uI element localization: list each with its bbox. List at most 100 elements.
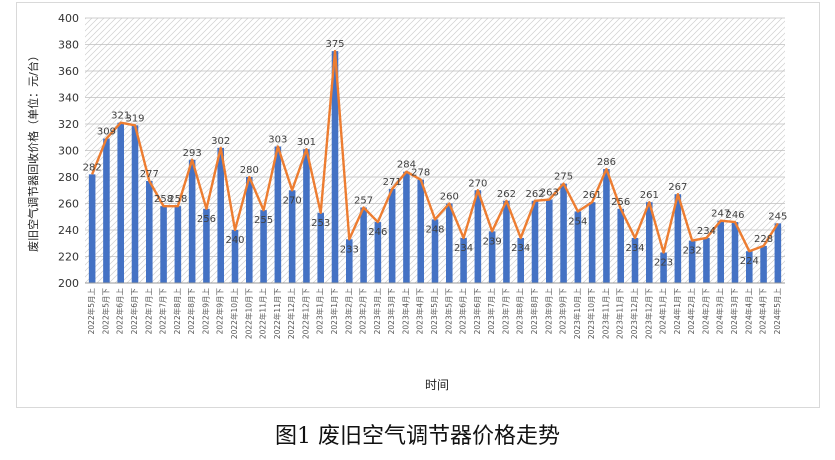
y-axis-ticks: 200 220 240 260 280 300 320 340 360 380 400: [58, 12, 79, 290]
bar: [88, 174, 96, 283]
data-label: 232: [683, 246, 702, 257]
x-tick-label: 2023年6月下: [472, 288, 482, 335]
data-label: 278: [411, 168, 430, 179]
data-label: 234: [697, 226, 716, 237]
bar: [617, 208, 624, 283]
y-tick-label: 260: [58, 198, 79, 211]
x-tick-label: 2024年4月上: [743, 288, 753, 335]
x-axis-ticks: 2022年5月上 2022年5月下 2022年6月上 2022年6月下 2022年7月上…: [85, 282, 785, 340]
data-label: 262: [497, 189, 516, 200]
bar: [346, 239, 353, 283]
data-label: 270: [283, 195, 302, 206]
data-label: 271: [383, 177, 402, 188]
data-label: 256: [197, 214, 216, 225]
data-label: 262: [525, 189, 544, 200]
bar: [746, 251, 753, 283]
x-tick-label: 2023年12月下: [643, 288, 653, 340]
bar: [488, 231, 496, 283]
x-tick-label: 2024年3月下: [729, 288, 739, 335]
figure-caption: 图1 废旧空气调节器价格走势: [275, 424, 560, 449]
bar: [388, 188, 396, 283]
x-tick-label: 2022年9月下: [215, 288, 225, 335]
data-label: 321: [111, 111, 130, 122]
y-tick-label: 340: [58, 92, 79, 105]
x-tick-label: 2023年1月下: [329, 288, 339, 335]
chart-frame: 200 220 240 260 280 300 320 340 360 380 400 282 309…: [16, 2, 820, 408]
y-tick-label: 280: [58, 171, 79, 184]
data-label: 284: [397, 160, 416, 171]
data-label: 223: [654, 258, 673, 269]
bar: [260, 210, 267, 283]
x-tick-label: 2023年10月上: [572, 288, 582, 340]
bar: [517, 237, 524, 283]
bar: [146, 180, 153, 283]
x-tick-label: 2023年7月下: [500, 288, 510, 335]
data-label: 293: [183, 148, 202, 159]
data-label: 248: [425, 224, 444, 235]
data-label: 302: [211, 136, 230, 147]
data-label: 270: [468, 178, 487, 189]
data-label: 228: [754, 234, 773, 245]
data-label: 257: [354, 195, 373, 206]
bar: [374, 222, 382, 283]
bar: [760, 245, 767, 283]
bar: [174, 206, 182, 283]
bar: [688, 240, 696, 283]
x-tick-label: 2023年5月下: [443, 288, 453, 335]
data-label: 253: [311, 218, 330, 229]
bar: [231, 230, 239, 283]
bar: [360, 207, 367, 283]
x-tick-label: 2022年6月上: [115, 288, 125, 335]
x-tick-label: 2023年8月上: [515, 288, 525, 335]
x-tick-label: 2022年8月上: [172, 288, 182, 335]
data-label: 319: [125, 113, 144, 124]
price-line: [91, 49, 779, 254]
data-label: 254: [568, 216, 587, 227]
bar: [546, 199, 553, 283]
data-label: 246: [368, 227, 387, 238]
x-axis-title: 时间: [425, 378, 449, 392]
x-tick-label: 2023年2月上: [343, 288, 353, 335]
bar: [203, 208, 210, 283]
data-label: 256: [611, 197, 630, 208]
y-tick-label: 400: [58, 12, 79, 25]
x-tick-label: 2022年11月上: [258, 288, 268, 340]
x-tick-label: 2022年10月下: [243, 288, 253, 340]
bar: [574, 211, 582, 283]
x-tick-label: 2023年6月上: [458, 288, 468, 335]
data-label: 261: [583, 190, 602, 201]
price-chart: 200 220 240 260 280 300 320 340 360 380 400 282 309…: [26, 12, 788, 392]
bar: [160, 206, 167, 283]
data-label: 240: [225, 235, 244, 246]
bar: [531, 200, 539, 283]
bar: [331, 51, 339, 283]
x-tick-label: 2023年4月上: [400, 288, 410, 335]
x-tick-label: 2024年3月上: [715, 288, 725, 335]
x-tick-label: 2023年3月上: [372, 288, 382, 335]
x-tick-label: 2023年7月上: [486, 288, 496, 335]
x-tick-label: 2024年5月上: [772, 288, 782, 335]
bar: [703, 237, 710, 283]
data-label: 234: [511, 243, 530, 254]
x-tick-label: 2022年6月下: [129, 288, 139, 335]
y-tick-label: 300: [58, 145, 79, 158]
bar: [274, 146, 282, 283]
bar: [560, 183, 567, 283]
data-label: 303: [268, 135, 287, 146]
data-label: 258: [154, 194, 173, 205]
data-label: 280: [240, 165, 259, 176]
data-label: 258: [168, 194, 187, 205]
data-label: 245: [768, 211, 787, 222]
data-label: 275: [554, 172, 573, 183]
x-tick-label: 2024年2月下: [700, 288, 710, 335]
x-tick-label: 2023年12月上: [629, 288, 639, 340]
bar: [460, 237, 467, 283]
bar: [717, 220, 724, 283]
data-label: 277: [140, 169, 159, 180]
bar: [431, 219, 439, 283]
x-tick-label: 2023年9月下: [558, 288, 568, 335]
data-label: 239: [483, 236, 502, 247]
y-tick-label: 200: [58, 277, 79, 290]
data-label: 267: [668, 182, 687, 193]
